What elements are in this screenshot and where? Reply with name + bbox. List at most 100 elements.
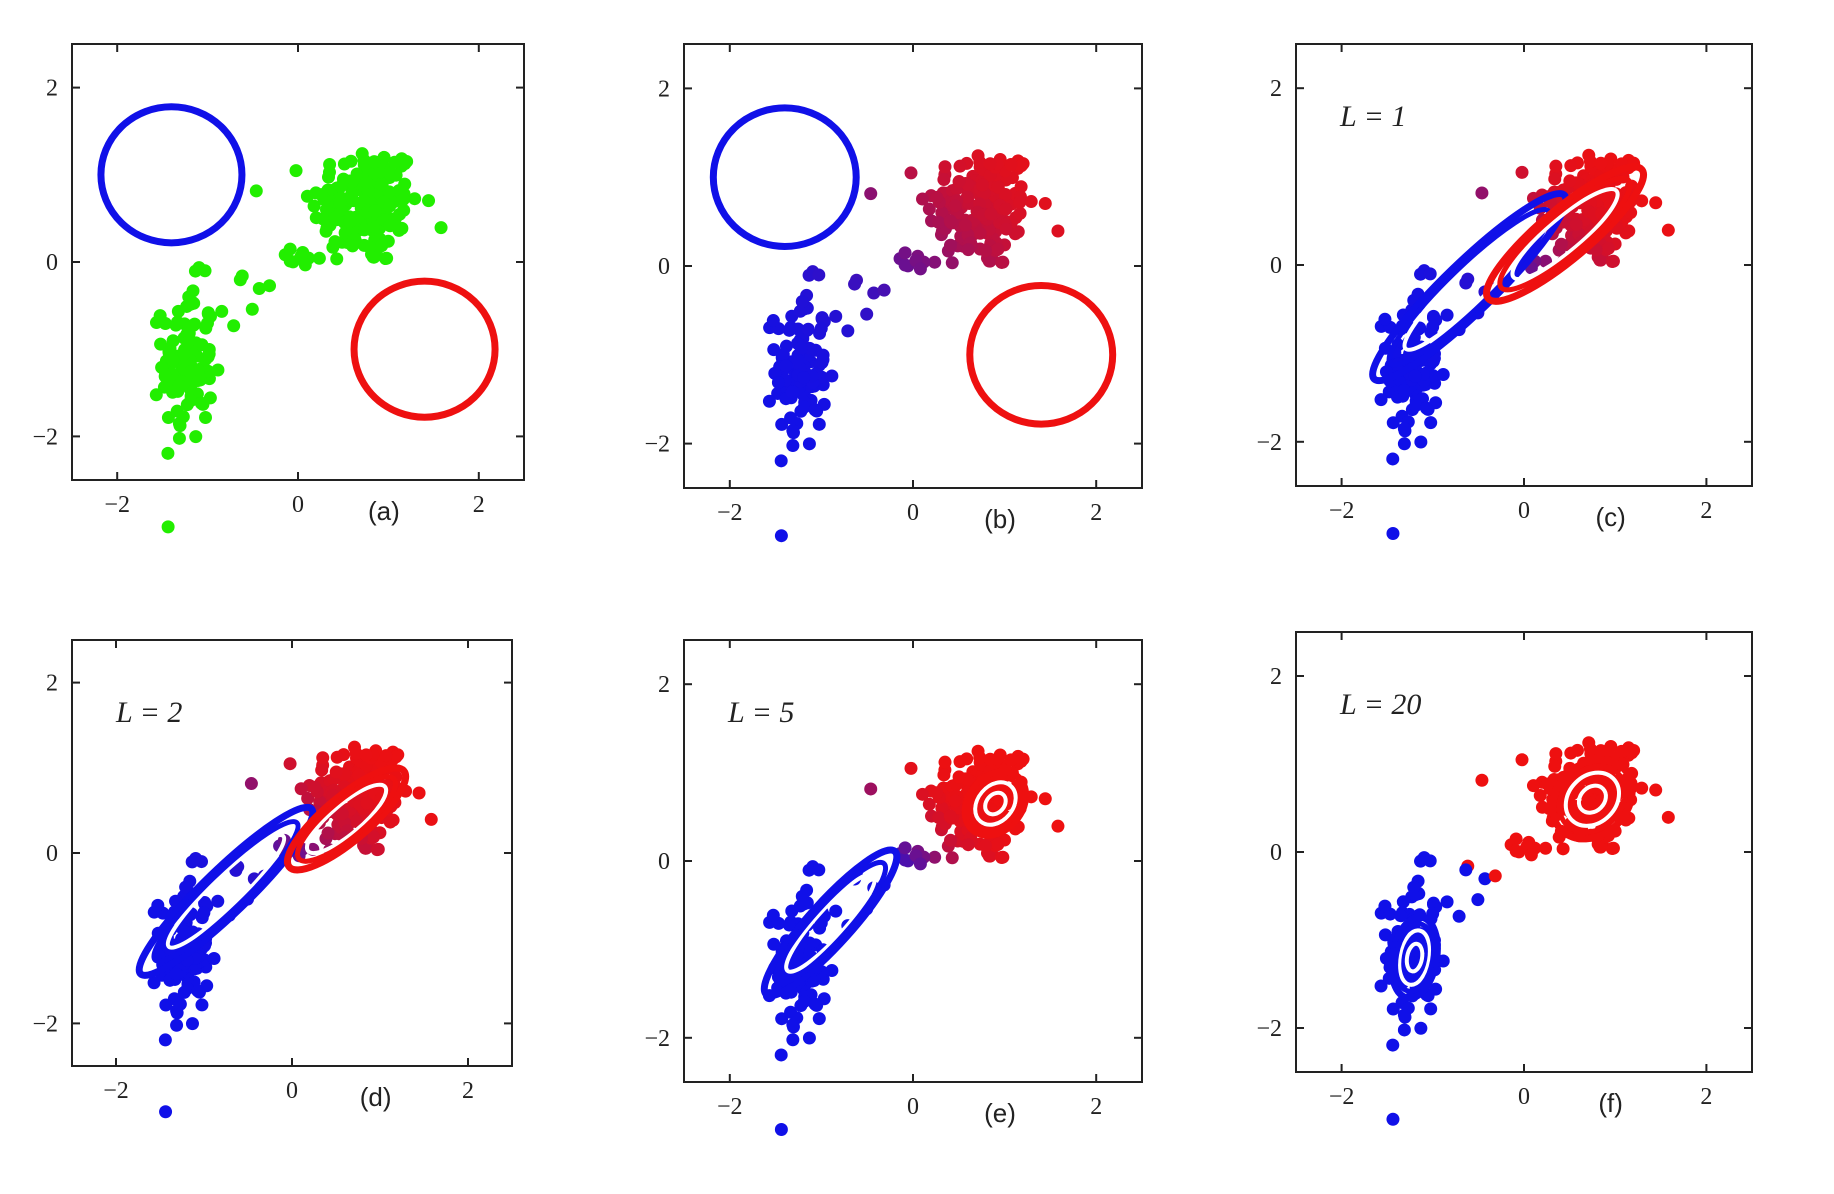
data-point [422, 194, 436, 208]
panel-annotation: L = 1 [1339, 100, 1406, 133]
data-point [1397, 1023, 1411, 1037]
data-point [147, 976, 161, 990]
data-point [149, 388, 163, 402]
points-b [762, 149, 1065, 543]
data-point [1594, 156, 1608, 170]
data-point [184, 393, 198, 407]
data-point [198, 264, 212, 278]
data-point [263, 279, 277, 293]
data-point [1475, 773, 1489, 787]
data-point [1407, 880, 1421, 894]
x-tick-label: 2 [1090, 500, 1102, 526]
data-point [812, 417, 826, 431]
data-point [1625, 746, 1639, 760]
contour-blue [760, 846, 901, 1000]
data-point [973, 751, 987, 765]
data-point [172, 416, 186, 430]
ellipse-ring [284, 764, 410, 874]
data-point [337, 157, 351, 171]
data-point [898, 841, 912, 855]
data-point [973, 226, 987, 240]
data-point [991, 180, 1005, 194]
data-point [283, 254, 297, 268]
data-point [1563, 174, 1577, 188]
ellipse-ring [784, 872, 877, 974]
data-point [937, 768, 951, 782]
x-tick-label: −2 [1329, 1084, 1355, 1110]
data-point [398, 177, 412, 191]
data-point [312, 251, 326, 265]
data-point [814, 916, 828, 930]
data-point [194, 396, 208, 410]
data-point [1649, 783, 1663, 797]
data-point [199, 410, 213, 424]
data-point [948, 794, 962, 808]
data-point [170, 1018, 184, 1032]
data-point [983, 752, 997, 766]
ellipse-ring [966, 282, 1117, 428]
y-tick-label: −2 [644, 1026, 670, 1052]
data-point [774, 529, 788, 543]
data-point [762, 394, 776, 408]
data-point [1419, 401, 1433, 415]
data-point [999, 222, 1013, 236]
data-point [359, 748, 373, 762]
x-tick-label: −2 [1329, 498, 1355, 524]
data-point [1556, 842, 1570, 856]
data-point [785, 385, 799, 399]
panel-b: −2 0 2 −2 0 2 (b) [644, 43, 1143, 543]
data-point [978, 244, 992, 258]
data-point [829, 904, 843, 918]
data-point [185, 1017, 199, 1031]
data-point [1386, 1038, 1400, 1052]
data-point [1649, 196, 1663, 210]
y-tick-label: 0 [658, 849, 670, 875]
data-point [357, 153, 371, 167]
data-point [1013, 195, 1027, 209]
data-point [321, 170, 335, 184]
data-point [766, 314, 780, 328]
contour-blue [135, 803, 317, 979]
data-point [1378, 928, 1392, 942]
data-point [867, 286, 881, 300]
data-point [366, 250, 380, 264]
x-tick-label: 0 [1518, 1084, 1530, 1110]
panel-d: −2 0 2 −2 0 2 (d) L = 2 [32, 639, 513, 1119]
data-point [181, 336, 195, 350]
data-point [300, 189, 314, 203]
data-point [336, 172, 350, 186]
data-point [999, 202, 1013, 216]
panel-a: −2 0 2 −2 0 2 (a) [32, 43, 525, 534]
x-tick-label: −2 [717, 500, 743, 526]
data-point [316, 212, 330, 226]
data-point [301, 791, 315, 805]
data-point [1475, 186, 1489, 200]
x-tick-label: 0 [1518, 498, 1530, 524]
data-point [848, 277, 862, 291]
data-point [289, 164, 303, 178]
x-tick-label: 0 [286, 1078, 298, 1104]
data-point [1539, 841, 1553, 855]
data-point [434, 221, 448, 235]
data-point [829, 309, 843, 323]
data-point [368, 204, 382, 218]
y-tick-label: 2 [1270, 664, 1282, 690]
data-point [944, 833, 958, 847]
data-point [153, 309, 167, 323]
panel-f: −2 0 2 −2 0 2 (f) L = 20 [1256, 631, 1753, 1126]
data-point [211, 363, 225, 377]
contour-red [284, 764, 410, 874]
data-point [330, 252, 344, 266]
data-point [1661, 810, 1675, 824]
data-point [948, 199, 962, 213]
data-point [1414, 267, 1428, 281]
data-point [398, 157, 412, 171]
ellipse-ring [305, 782, 389, 856]
data-point [314, 188, 328, 202]
data-point [1526, 779, 1540, 793]
data-point [294, 782, 308, 796]
data-point [383, 199, 397, 213]
data-point [215, 304, 229, 318]
data-point [802, 863, 816, 877]
data-point [958, 218, 972, 232]
